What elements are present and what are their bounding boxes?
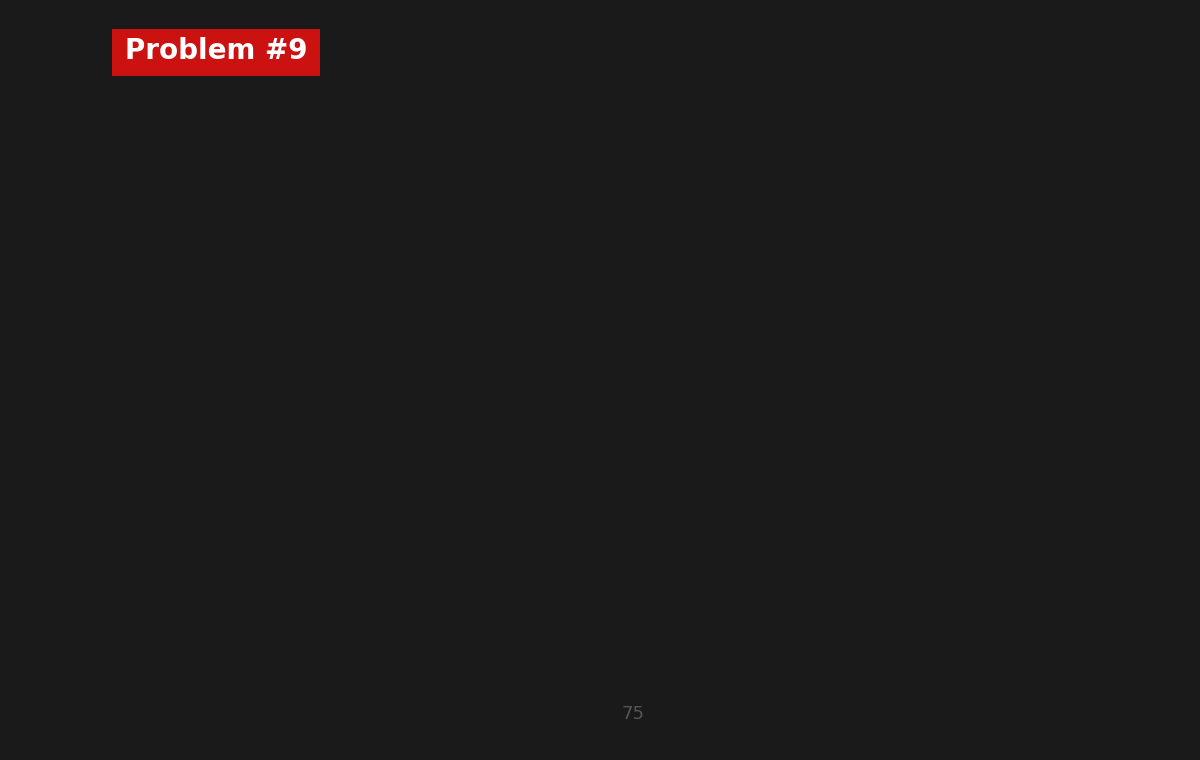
Text: 75: 75 xyxy=(622,705,644,724)
Text: , M(NaF) = 41.9881 g/mol: , M(NaF) = 41.9881 g/mol xyxy=(642,331,1038,360)
Text: = 6.8 × 10: = 6.8 × 10 xyxy=(175,331,353,360)
Text: Answer: 2.86 g NaF: Answer: 2.86 g NaF xyxy=(286,652,542,678)
Text: due to the formation of LaF: due to the formation of LaF xyxy=(112,266,529,295)
FancyBboxPatch shape xyxy=(112,29,320,76)
Text: How many grams of solid NaF should be added to a 100-mL 1.0 × 10: How many grams of solid NaF should be ad… xyxy=(112,127,1168,156)
Text: a,HF: a,HF xyxy=(132,360,175,379)
Text: −4: −4 xyxy=(353,312,382,331)
Text: Problem #9: Problem #9 xyxy=(125,37,307,65)
Text: M: M xyxy=(1196,127,1200,156)
Text: = 3.63 × 10: = 3.63 × 10 xyxy=(433,331,630,360)
Text: 3: 3 xyxy=(630,312,642,331)
Text: 1: 1 xyxy=(420,360,433,379)
Text: ?: ? xyxy=(558,266,575,295)
Text: 3: 3 xyxy=(347,225,359,244)
Text: at pH 3.00 to lower the concentration of La(III) to 1.0 × 10: at pH 3.00 to lower the concentration of… xyxy=(359,197,1200,226)
Text: solution of LaCl: solution of LaCl xyxy=(112,197,347,226)
Text: −3: −3 xyxy=(1168,107,1196,126)
Text: K: K xyxy=(112,331,132,360)
Text: 2+: 2+ xyxy=(529,246,558,265)
Text: , β: , β xyxy=(382,331,420,360)
